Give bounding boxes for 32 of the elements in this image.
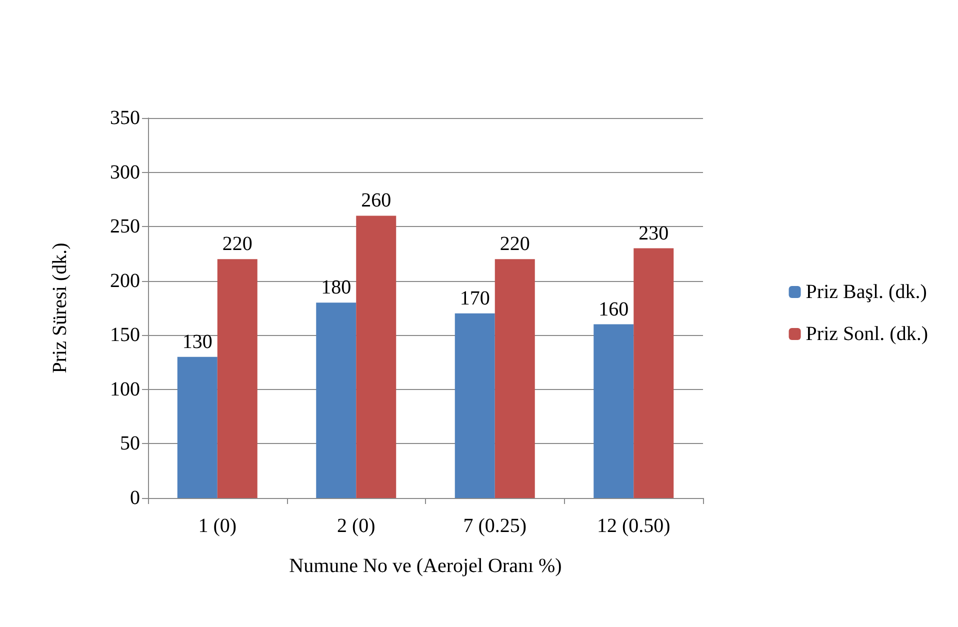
data-label: 230	[638, 222, 669, 244]
data-label: 220	[222, 233, 252, 256]
x-tick-label: 12 (0.50)	[596, 515, 670, 537]
data-label: 130	[182, 330, 212, 353]
bar	[494, 259, 535, 498]
y-tick-label: 250	[110, 216, 140, 238]
x-axis-title: Numune No ve (Aerojel Oranı %)	[289, 555, 562, 577]
data-label: 220	[500, 233, 530, 256]
bar	[316, 302, 356, 498]
x-tick-label: 1 (0)	[198, 515, 237, 537]
bar	[594, 324, 634, 498]
bar	[634, 248, 674, 498]
y-tick-label: 50	[120, 432, 140, 455]
y-tick-label: 100	[110, 378, 140, 400]
legend-label: Priz Başl. (dk.)	[806, 281, 927, 303]
x-tick-label: 7 (0.25)	[463, 515, 527, 537]
y-tick-label: 200	[110, 270, 140, 292]
data-label: 260	[361, 190, 392, 212]
bar	[177, 356, 218, 498]
x-tick-label: 2 (0)	[336, 515, 376, 537]
y-axis-title: Priz Süresi (dk.)	[49, 242, 71, 374]
y-tick-label: 0	[130, 487, 140, 509]
bar	[356, 216, 396, 498]
data-label: 170	[460, 287, 490, 310]
legend-label: Priz Sonl. (dk.)	[806, 323, 928, 345]
data-label: 160	[598, 298, 629, 320]
data-label: 180	[321, 276, 352, 299]
y-tick-label: 150	[110, 324, 140, 346]
bar	[217, 259, 258, 498]
bar	[454, 313, 495, 498]
y-tick-label: 350	[110, 107, 140, 129]
y-tick-label: 300	[110, 161, 140, 184]
